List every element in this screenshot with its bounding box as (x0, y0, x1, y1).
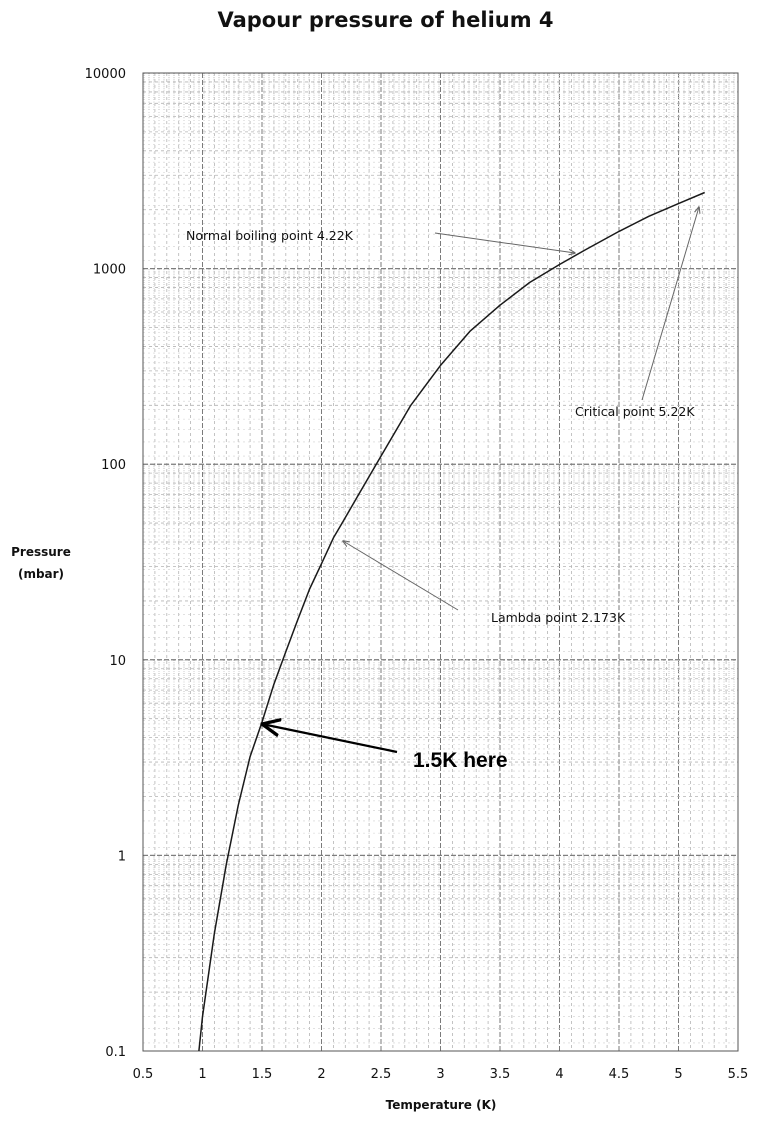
boiling-point-label: Normal boiling point 4.22K (186, 228, 354, 243)
y-tick-label: 10000 (85, 67, 126, 82)
vapour-pressure-curve (198, 191, 705, 1052)
critical-point-arrow (641, 207, 699, 401)
x-tick-label: 4.5 (609, 1067, 630, 1082)
y-tick-label: 1 (118, 849, 126, 864)
x-tick-label: 5.5 (728, 1067, 749, 1082)
y-axis-label-line-1: Pressure (11, 545, 71, 559)
plot-border (142, 72, 739, 1052)
y-tick-label: 0.1 (105, 1045, 126, 1060)
chart-title: Vapour pressure of helium 4 (217, 8, 554, 32)
series-layer (198, 191, 705, 1052)
y-axis-label-line-2: (mbar) (18, 567, 64, 581)
x-tick-label: 3 (436, 1067, 444, 1082)
x-tick-label: 1.5 (252, 1067, 273, 1082)
y-tick-label: 10 (109, 654, 126, 669)
lambda-point-arrow (343, 541, 459, 611)
plot-frame (142, 72, 739, 1052)
y-axis-ticks: 0.1 1 10 100 1000 10000 (85, 67, 126, 1060)
annotations: Normal boiling point 4.22K Critical poin… (186, 207, 699, 772)
lambda-point-label: Lambda point 2.173K (491, 610, 626, 625)
x-tick-label: 2.5 (371, 1067, 392, 1082)
x-tick-label: 4 (555, 1067, 563, 1082)
x-tick-label: 3.5 (490, 1067, 511, 1082)
y-tick-label: 100 (101, 458, 126, 473)
x-axis-ticks: 0.5 1 1.5 2 2.5 3 3.5 4 4.5 5 5.5 (133, 1067, 749, 1082)
x-tick-label: 1 (198, 1067, 206, 1082)
callout-label: 1.5K here (413, 749, 508, 772)
callout-arrow (262, 724, 398, 754)
grid (142, 72, 739, 1052)
critical-point-label: Critical point 5.22K (575, 404, 695, 419)
y-tick-label: 1000 (93, 263, 126, 278)
boiling-point-arrow (434, 232, 575, 253)
x-tick-label: 2 (317, 1067, 325, 1082)
x-tick-label: 0.5 (133, 1067, 154, 1082)
x-axis-label: Temperature (K) (386, 1098, 497, 1112)
x-tick-label: 5 (674, 1067, 682, 1082)
